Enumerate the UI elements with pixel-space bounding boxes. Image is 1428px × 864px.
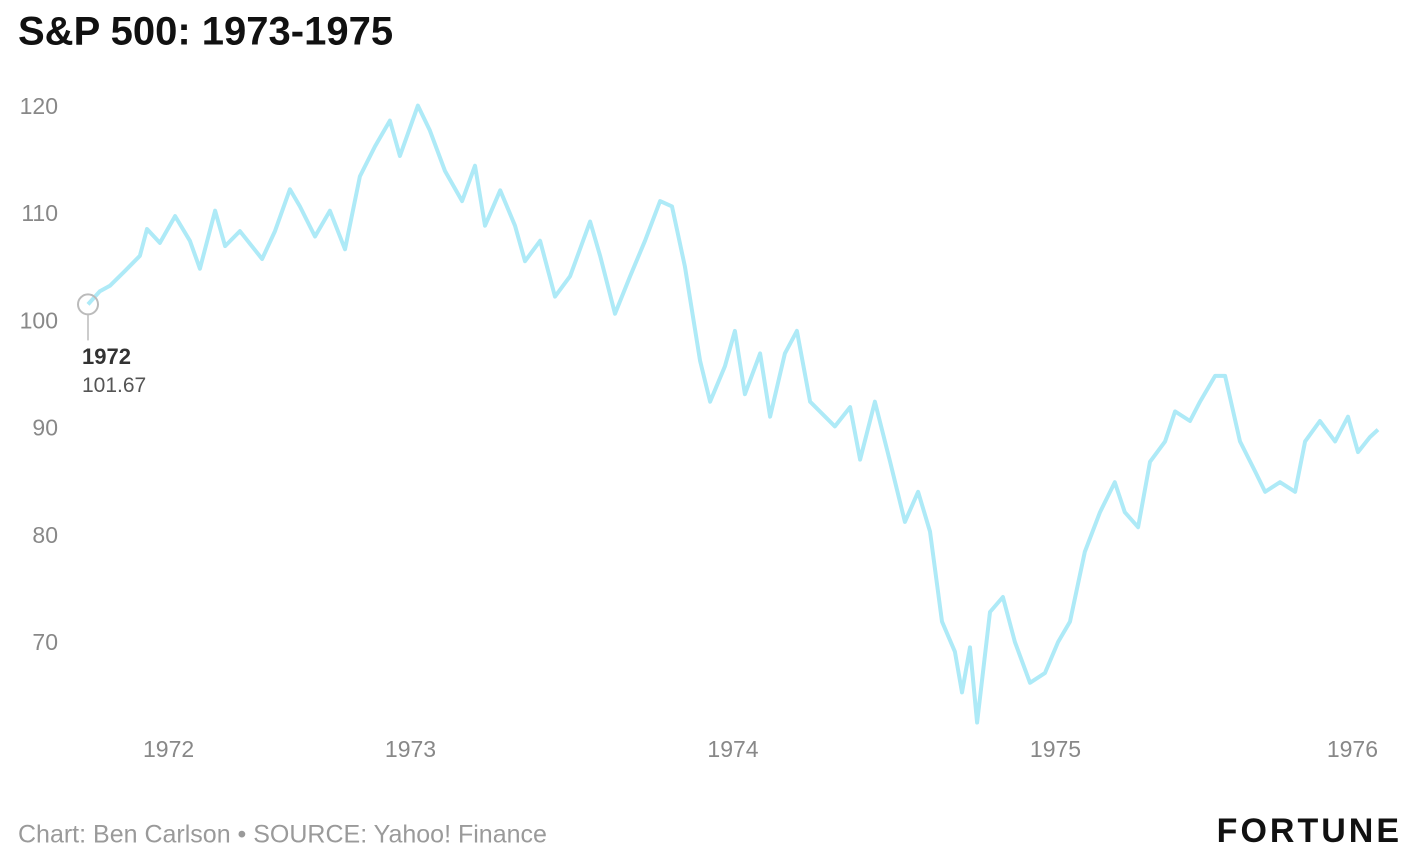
x-tick-label: 1972: [143, 736, 194, 762]
y-tick-label: 90: [32, 415, 58, 441]
x-tick-label: 1975: [1030, 736, 1081, 762]
chart-title: S&P 500: 1973-1975: [18, 10, 393, 54]
logo: FORTUNE: [1217, 812, 1402, 850]
x-tick-label: 1974: [707, 736, 758, 762]
x-tick-label: 1973: [385, 736, 436, 762]
y-tick-label: 70: [32, 629, 58, 655]
y-tick-label: 100: [20, 307, 58, 333]
source-note: Chart: Ben Carlson • SOURCE: Yahoo! Fina…: [18, 821, 547, 849]
x-tick-label: 1976: [1327, 736, 1378, 762]
y-tick-label: 80: [32, 522, 58, 548]
y-tick-label: 110: [21, 200, 58, 226]
y-tick-label: 120: [20, 93, 58, 119]
annotation-value: 101.67: [82, 374, 146, 397]
annotation-label: 1972: [82, 344, 131, 369]
line-series: [86, 103, 1380, 725]
highlight-point: [77, 293, 99, 316]
